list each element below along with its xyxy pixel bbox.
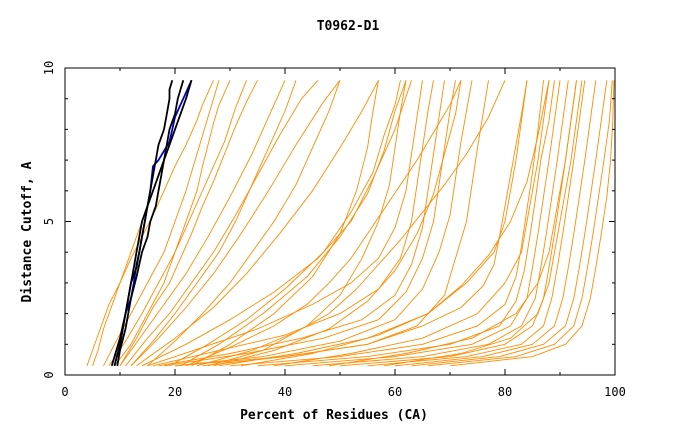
chart-title: T0962-D1: [317, 19, 380, 34]
series-line-6: [114, 80, 231, 367]
series-line-31: [449, 80, 615, 367]
series-line-1: [116, 80, 185, 366]
x-axis-label: Percent of Residues (CA): [240, 408, 428, 423]
series-line-35: [218, 80, 528, 367]
series-line-26: [339, 80, 577, 367]
series-line-34: [273, 80, 550, 367]
series-line-19: [185, 80, 462, 367]
axis-layer: 0 20 40 60 80 100 0 5 10: [42, 61, 626, 399]
series-line-7: [119, 80, 258, 367]
series-line-32: [383, 80, 583, 367]
series-line-33: [328, 80, 577, 367]
series-line-44: [213, 80, 462, 367]
series-line-28: [394, 80, 597, 367]
x-tick-label-4: 80: [498, 385, 512, 399]
x-tick-label-2: 40: [278, 385, 292, 399]
y-tick-label-0: 0: [42, 371, 56, 378]
series-line-5: [86, 80, 214, 366]
series-line-25: [312, 80, 569, 367]
series-line-41: [108, 80, 247, 367]
series-line-27: [367, 80, 586, 367]
series-line-21: [202, 80, 528, 367]
series-line-38: [191, 80, 379, 367]
series-line-24: [284, 80, 561, 367]
series-line-43: [240, 80, 550, 367]
series-line-39: [147, 80, 341, 367]
x-tick-label-3: 60: [388, 385, 402, 399]
series-line-15: [158, 80, 445, 367]
series-line-17: [174, 80, 473, 367]
series-line-36: [169, 80, 401, 367]
x-tick-label-0: 0: [61, 385, 68, 399]
series-line-20: [196, 80, 506, 367]
series-line-10: [130, 80, 341, 367]
series-line-29: [411, 80, 608, 367]
y-tick-label-2: 10: [42, 61, 56, 75]
series-line-45: [207, 80, 407, 367]
series-line-23: [257, 80, 555, 367]
series-line-40: [130, 80, 297, 367]
series-line-8: [119, 80, 286, 367]
series-line-30: [427, 80, 613, 367]
series-line-37: [180, 80, 407, 367]
x-tick-label-5: 100: [604, 385, 626, 399]
series-line-2: [110, 80, 174, 367]
y-axis-label: Distance Cutoff, A: [20, 161, 35, 302]
series-layer: [86, 79, 615, 367]
series-line-12: [141, 80, 412, 367]
x-tick-label-1: 20: [168, 385, 182, 399]
series-line-18: [174, 80, 489, 367]
series-line-9: [125, 79, 319, 367]
series-line-22: [229, 80, 544, 367]
series-line-13: [147, 80, 423, 367]
series-line-16: [163, 80, 456, 367]
y-tick-label-1: 5: [42, 218, 56, 225]
series-line-14: [152, 80, 434, 367]
